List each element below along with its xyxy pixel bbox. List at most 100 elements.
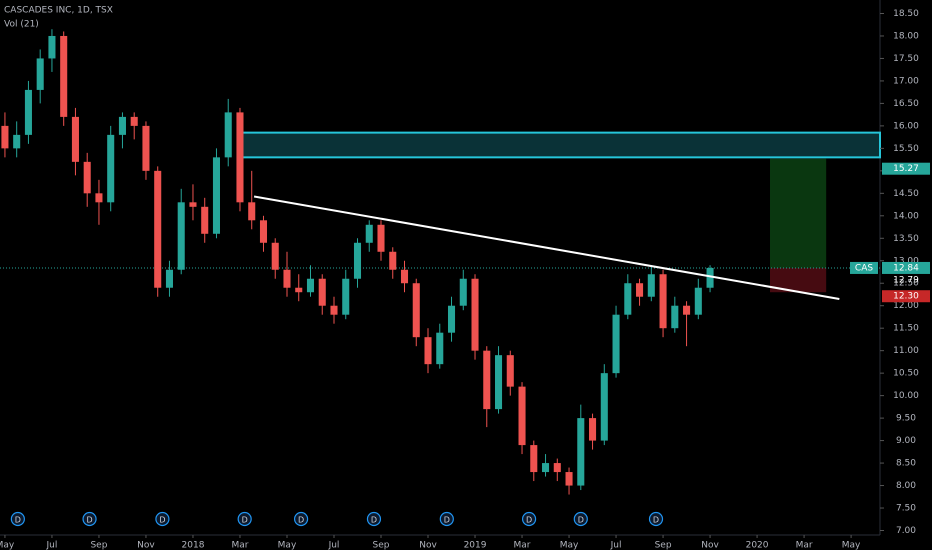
candle-body	[530, 445, 538, 473]
dividend-label: D	[159, 516, 165, 525]
profit-zone	[770, 158, 827, 268]
y-tick-label: 17.00	[893, 76, 919, 86]
candle-body	[624, 283, 632, 315]
y-tick-label: 14.50	[893, 189, 919, 199]
stop-label: 12.30	[893, 292, 919, 302]
candle-body	[694, 287, 702, 315]
candle-body	[600, 373, 608, 441]
x-tick-label: Sep	[655, 541, 672, 550]
candle-body	[353, 242, 362, 279]
price-label: 12.84	[893, 263, 919, 273]
dividend-marker	[521, 511, 537, 527]
dividend-marker	[573, 511, 588, 527]
candle-body	[577, 418, 585, 486]
x-tick-label: May	[842, 541, 861, 550]
candle-body	[118, 116, 126, 135]
candle-body	[518, 386, 526, 446]
dividend-label: D	[371, 516, 377, 525]
candle-body	[236, 112, 244, 203]
y-tick-label: 13.00	[893, 256, 919, 266]
candle-body	[224, 112, 232, 158]
candle-body	[306, 278, 315, 293]
candle-body	[483, 350, 491, 410]
x-tick-label: Nov	[419, 541, 437, 550]
candle-body	[154, 170, 162, 288]
candle-body	[95, 193, 103, 203]
x-tick-label: Jul	[46, 541, 58, 550]
candle-body	[48, 35, 56, 59]
x-tick-label: Nov	[701, 541, 719, 550]
candle-body	[165, 269, 173, 288]
candle-body	[330, 305, 338, 315]
x-tick-label: May	[560, 541, 579, 550]
candle-body	[506, 355, 514, 387]
candle-body	[542, 463, 550, 473]
y-tick-label: 15.50	[893, 144, 919, 154]
candle-body	[13, 134, 21, 149]
y-tick-label: 13.50	[893, 234, 919, 244]
candle-body	[107, 134, 115, 203]
x-tick-label: May	[278, 541, 297, 550]
indicator-label: Vol (21)	[4, 20, 39, 30]
candle-body	[424, 337, 432, 365]
candle-body	[295, 287, 303, 293]
candle-body	[259, 220, 268, 243]
candle-body	[248, 202, 256, 221]
candle-body	[447, 305, 456, 333]
y-tick-label: 11.00	[893, 346, 919, 356]
candle-body	[459, 278, 467, 306]
candle-body	[671, 305, 679, 329]
y-tick-label: 8.00	[896, 481, 916, 491]
candle-body	[471, 278, 479, 351]
y-tick-label: 17.50	[893, 54, 919, 64]
candle-body	[177, 202, 185, 270]
candle-body	[1, 125, 9, 149]
x-tick-label: 2020	[746, 541, 769, 550]
zone	[238, 131, 881, 159]
symbol-label: CAS	[855, 263, 873, 273]
dividend-marker	[648, 511, 664, 527]
y-tick-label: 9.00	[896, 436, 916, 446]
dividend-label: D	[578, 516, 584, 525]
candle-body	[212, 157, 220, 234]
x-tick-label: Mar	[796, 541, 813, 550]
trendline	[253, 195, 840, 300]
candle-body	[659, 274, 667, 329]
y-tick-label: 11.50	[893, 324, 919, 334]
dividend-label: D	[526, 516, 532, 525]
y-tick-label: 18.50	[893, 9, 919, 19]
y-tick-label: 8.50	[896, 459, 916, 469]
y-tick-label: 12.50	[893, 279, 919, 289]
candle-body	[612, 314, 620, 374]
candle-body	[318, 278, 326, 306]
candle-body	[683, 305, 691, 315]
chart-title: CASCADES INC, 1D, TSX	[4, 6, 113, 16]
dividend-marker	[155, 511, 170, 527]
dividend-marker	[82, 511, 97, 527]
dividend-marker	[237, 511, 252, 527]
candle-body	[377, 224, 385, 252]
x-tick-label: Jul	[328, 541, 340, 550]
candle-body	[142, 125, 150, 171]
candle-body	[589, 418, 597, 441]
dividend-label: D	[15, 516, 21, 525]
y-tick-label: 18.00	[893, 31, 919, 41]
x-tick-label: 2019	[464, 541, 487, 550]
dividend-label: D	[298, 516, 304, 525]
price-tag	[882, 261, 930, 274]
candle-body	[495, 355, 503, 410]
candle-body	[565, 472, 573, 486]
y-tick-label: 7.00	[896, 526, 916, 536]
candle-body	[60, 35, 68, 117]
candle-body	[706, 267, 714, 288]
candle-body	[436, 332, 444, 365]
y-tick-label: 10.50	[893, 369, 919, 379]
candle-body	[365, 224, 373, 243]
dividend-label: D	[86, 516, 92, 525]
stop-tag	[882, 290, 930, 303]
candle-body	[71, 116, 79, 162]
dividend-marker	[10, 511, 25, 527]
candle-body	[389, 251, 397, 270]
